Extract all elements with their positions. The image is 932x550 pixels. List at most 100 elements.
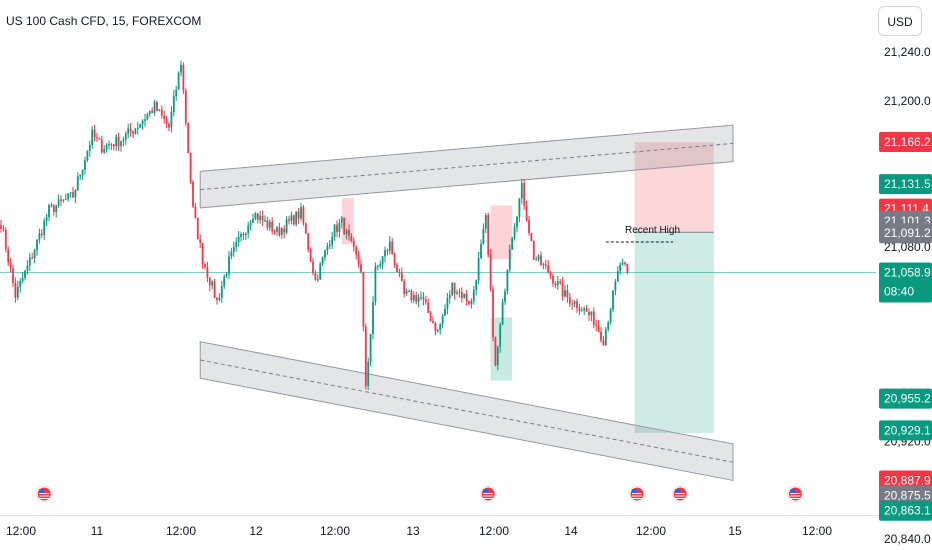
candle-body	[249, 222, 252, 226]
candle-body	[206, 267, 209, 278]
candle-body	[578, 308, 581, 312]
candle-body	[549, 272, 552, 276]
candle-body	[187, 123, 190, 154]
candle-body	[482, 228, 485, 244]
plot-area[interactable]: Recent High	[0, 60, 876, 503]
candle-body	[244, 233, 247, 235]
candle-body	[216, 297, 218, 300]
candle-body	[439, 324, 442, 331]
candle-body	[595, 325, 598, 327]
candle-body	[621, 262, 624, 265]
x-tick-label: 11	[91, 524, 104, 538]
candle-body	[319, 263, 322, 280]
price-label-bg	[879, 388, 932, 409]
y-tick-label: 21,240.0	[884, 45, 931, 59]
candle-body	[576, 301, 578, 309]
candle-body	[504, 291, 506, 302]
take-profit-zone[interactable]	[634, 232, 714, 433]
candle-body	[261, 215, 264, 221]
event-flag-icon[interactable]	[628, 485, 646, 503]
event-flag-icon[interactable]	[671, 485, 689, 503]
candle-body	[307, 233, 310, 250]
candle-body	[465, 293, 468, 302]
event-flag-icon[interactable]	[786, 485, 804, 503]
candle-body	[43, 220, 46, 235]
candle-body	[50, 205, 53, 207]
candle-body	[170, 112, 173, 128]
candle-body	[614, 281, 617, 291]
candle-body	[448, 295, 451, 299]
candle-body	[542, 264, 545, 266]
candle-body	[328, 244, 331, 247]
event-flag-icon[interactable]	[35, 485, 53, 503]
x-tick-label: 12:00	[320, 524, 350, 538]
candle-body	[604, 329, 607, 346]
candle-body	[165, 119, 168, 124]
candle-body	[0, 224, 2, 229]
candle-body	[19, 281, 22, 287]
supply-zone-1[interactable]	[490, 205, 513, 259]
candle-body	[624, 262, 626, 264]
candle-body	[48, 205, 50, 218]
candle-body	[72, 192, 74, 198]
candle-body	[400, 272, 403, 281]
x-tick-label: 12:00	[636, 524, 666, 538]
candle-body	[619, 264, 622, 272]
candle-body	[362, 271, 365, 327]
candle-body	[386, 250, 389, 252]
candle-body	[391, 241, 394, 254]
candle-body	[612, 290, 614, 310]
candle-body	[518, 198, 521, 217]
x-tick-label: 13	[406, 524, 420, 538]
candle-body	[276, 227, 278, 232]
candle-body	[420, 297, 422, 299]
candle-body	[74, 190, 77, 198]
candle-body	[31, 257, 34, 259]
candle-body	[321, 257, 324, 264]
event-flag-icon[interactable]	[479, 485, 497, 503]
candle-body	[26, 265, 29, 271]
stop-loss-zone[interactable]	[634, 142, 714, 233]
candle-body	[76, 176, 79, 191]
candle-body	[566, 290, 569, 298]
candle-body	[160, 109, 163, 116]
candle-body	[146, 114, 149, 120]
candle-body	[312, 261, 314, 274]
candle-body	[40, 233, 43, 235]
candle-body	[204, 264, 206, 268]
candle-body	[374, 266, 377, 303]
candle-body	[350, 236, 353, 241]
candle-body	[511, 237, 514, 250]
price-label-bg	[879, 174, 932, 195]
currency-button[interactable]: USD	[878, 6, 922, 36]
candle-body	[158, 109, 161, 111]
candle-body	[240, 233, 242, 238]
candle-body	[110, 144, 113, 146]
candle-body	[427, 302, 430, 313]
candle-body	[45, 217, 48, 221]
candle-body	[422, 297, 425, 300]
candle-body	[516, 216, 518, 228]
candle-body	[300, 207, 302, 219]
candle-body	[403, 280, 406, 294]
x-tick-label: 14	[564, 524, 578, 538]
price-label-bg	[879, 470, 932, 491]
candle-body	[607, 322, 610, 330]
candle-body	[458, 291, 461, 293]
candle-body	[24, 270, 26, 278]
lower-channel[interactable]	[199, 341, 734, 482]
candle-body	[129, 128, 132, 132]
candle-body	[62, 199, 65, 201]
candle-body	[535, 259, 538, 261]
y-tick-label: 21,080.0	[884, 240, 931, 254]
candle-body	[580, 310, 583, 312]
countdown-label: 08:40	[884, 285, 914, 299]
y-tick-label: 21,200.0	[884, 94, 931, 108]
candle-body	[340, 217, 343, 223]
candle-body	[297, 211, 300, 219]
candle-body	[554, 283, 557, 285]
candle-body	[67, 193, 70, 200]
candle-body	[182, 64, 185, 91]
